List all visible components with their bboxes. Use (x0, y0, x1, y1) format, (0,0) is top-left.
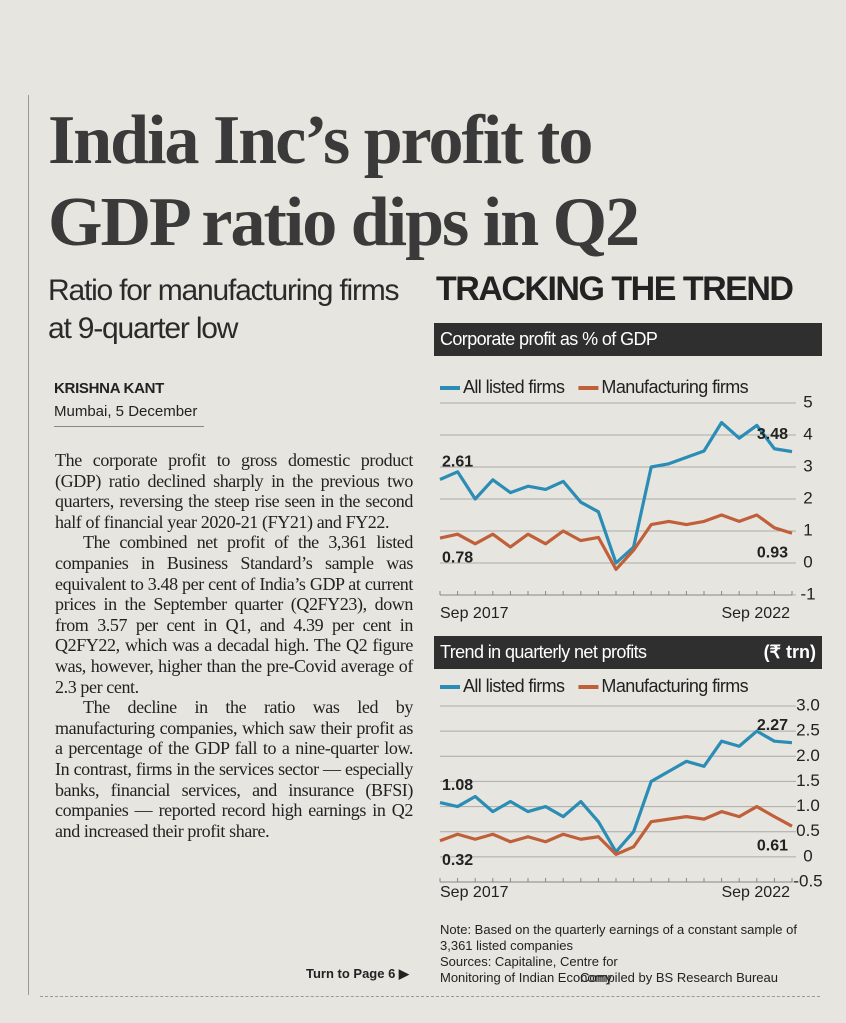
y-tick-label: 2.5 (796, 721, 820, 740)
y-tick-label: -1 (800, 584, 815, 603)
data-label: 1.08 (442, 777, 473, 794)
notes: Note: Based on the quarterly earnings of… (440, 922, 800, 986)
chart-header (434, 323, 822, 356)
y-tick-label: 2.0 (796, 746, 820, 765)
legend-label: Manufacturing firms (601, 676, 748, 696)
y-tick-label: -0.5 (793, 871, 822, 890)
legend-label: Manufacturing firms (601, 377, 748, 397)
data-line (439, 804, 793, 856)
y-tick-label: 1.5 (796, 771, 820, 790)
sources: Sources: Capitaline, Centre for Monitori… (440, 954, 618, 985)
turn-to[interactable]: Turn to Page 6 ▶ (306, 966, 409, 981)
paragraph: The decline in the ratio was led by manu… (55, 697, 413, 841)
bottom-rule (40, 996, 820, 997)
data-line (439, 729, 793, 854)
column-rule (28, 95, 29, 995)
y-tick-label: 2 (803, 488, 812, 507)
legend-label: All listed firms (463, 676, 565, 696)
x-tick-label: Sep 2017 (440, 605, 509, 622)
data-label: 3.48 (757, 426, 788, 443)
paragraph: The corporate profit to gross domestic p… (55, 450, 413, 532)
y-tick-label: 5 (803, 392, 812, 411)
headline-line: GDP ratio dips in Q2 (48, 184, 640, 261)
y-tick-label: 0.5 (796, 821, 820, 840)
y-tick-label: 3.0 (796, 695, 820, 714)
x-tick-label: Sep 2017 (440, 884, 509, 901)
x-tick-label: Sep 2022 (721, 605, 790, 622)
legend-label: All listed firms (463, 377, 565, 397)
headline: India Inc’s profit to GDP ratio dips in … (48, 100, 640, 264)
data-label: 0.78 (442, 549, 473, 566)
y-tick-label: 3 (803, 456, 812, 475)
data-label: 2.27 (757, 717, 788, 734)
chart-unit: (₹ trn) (764, 642, 816, 662)
byline: KRISHNA KANT (54, 380, 165, 397)
headline-line: India Inc’s profit to (48, 102, 593, 179)
data-label: 0.93 (757, 544, 788, 561)
y-tick-label: 1.0 (796, 796, 820, 815)
y-tick-label: 4 (803, 424, 812, 443)
y-tick-label: 0 (803, 846, 812, 865)
data-label: 2.61 (442, 454, 473, 471)
data-line (439, 513, 793, 572)
data-label: 0.32 (442, 852, 473, 869)
sidebar-title: TRACKING THE TREND (436, 270, 794, 308)
chart-title: Corporate profit as % of GDP (440, 329, 658, 349)
x-tick-label: Sep 2022 (721, 884, 790, 901)
y-tick-label: 0 (803, 552, 812, 571)
paragraph: The combined net profit of the 3,361 lis… (55, 532, 413, 697)
y-tick-label: 1 (803, 520, 812, 539)
note: Note: Based on the quarterly earnings of… (440, 922, 797, 953)
chart-header (434, 636, 822, 669)
data-line (439, 420, 793, 565)
chart-title: Trend in quarterly net profits (440, 642, 647, 662)
dateline: Mumbai, 5 December (54, 403, 204, 427)
article-body: The corporate profit to gross domestic p… (55, 450, 413, 841)
credit: Compiled by BS Research Bureau (580, 970, 778, 985)
subheadline: Ratio for manufacturing firms at 9-quart… (48, 274, 400, 345)
data-label: 0.61 (757, 837, 788, 854)
